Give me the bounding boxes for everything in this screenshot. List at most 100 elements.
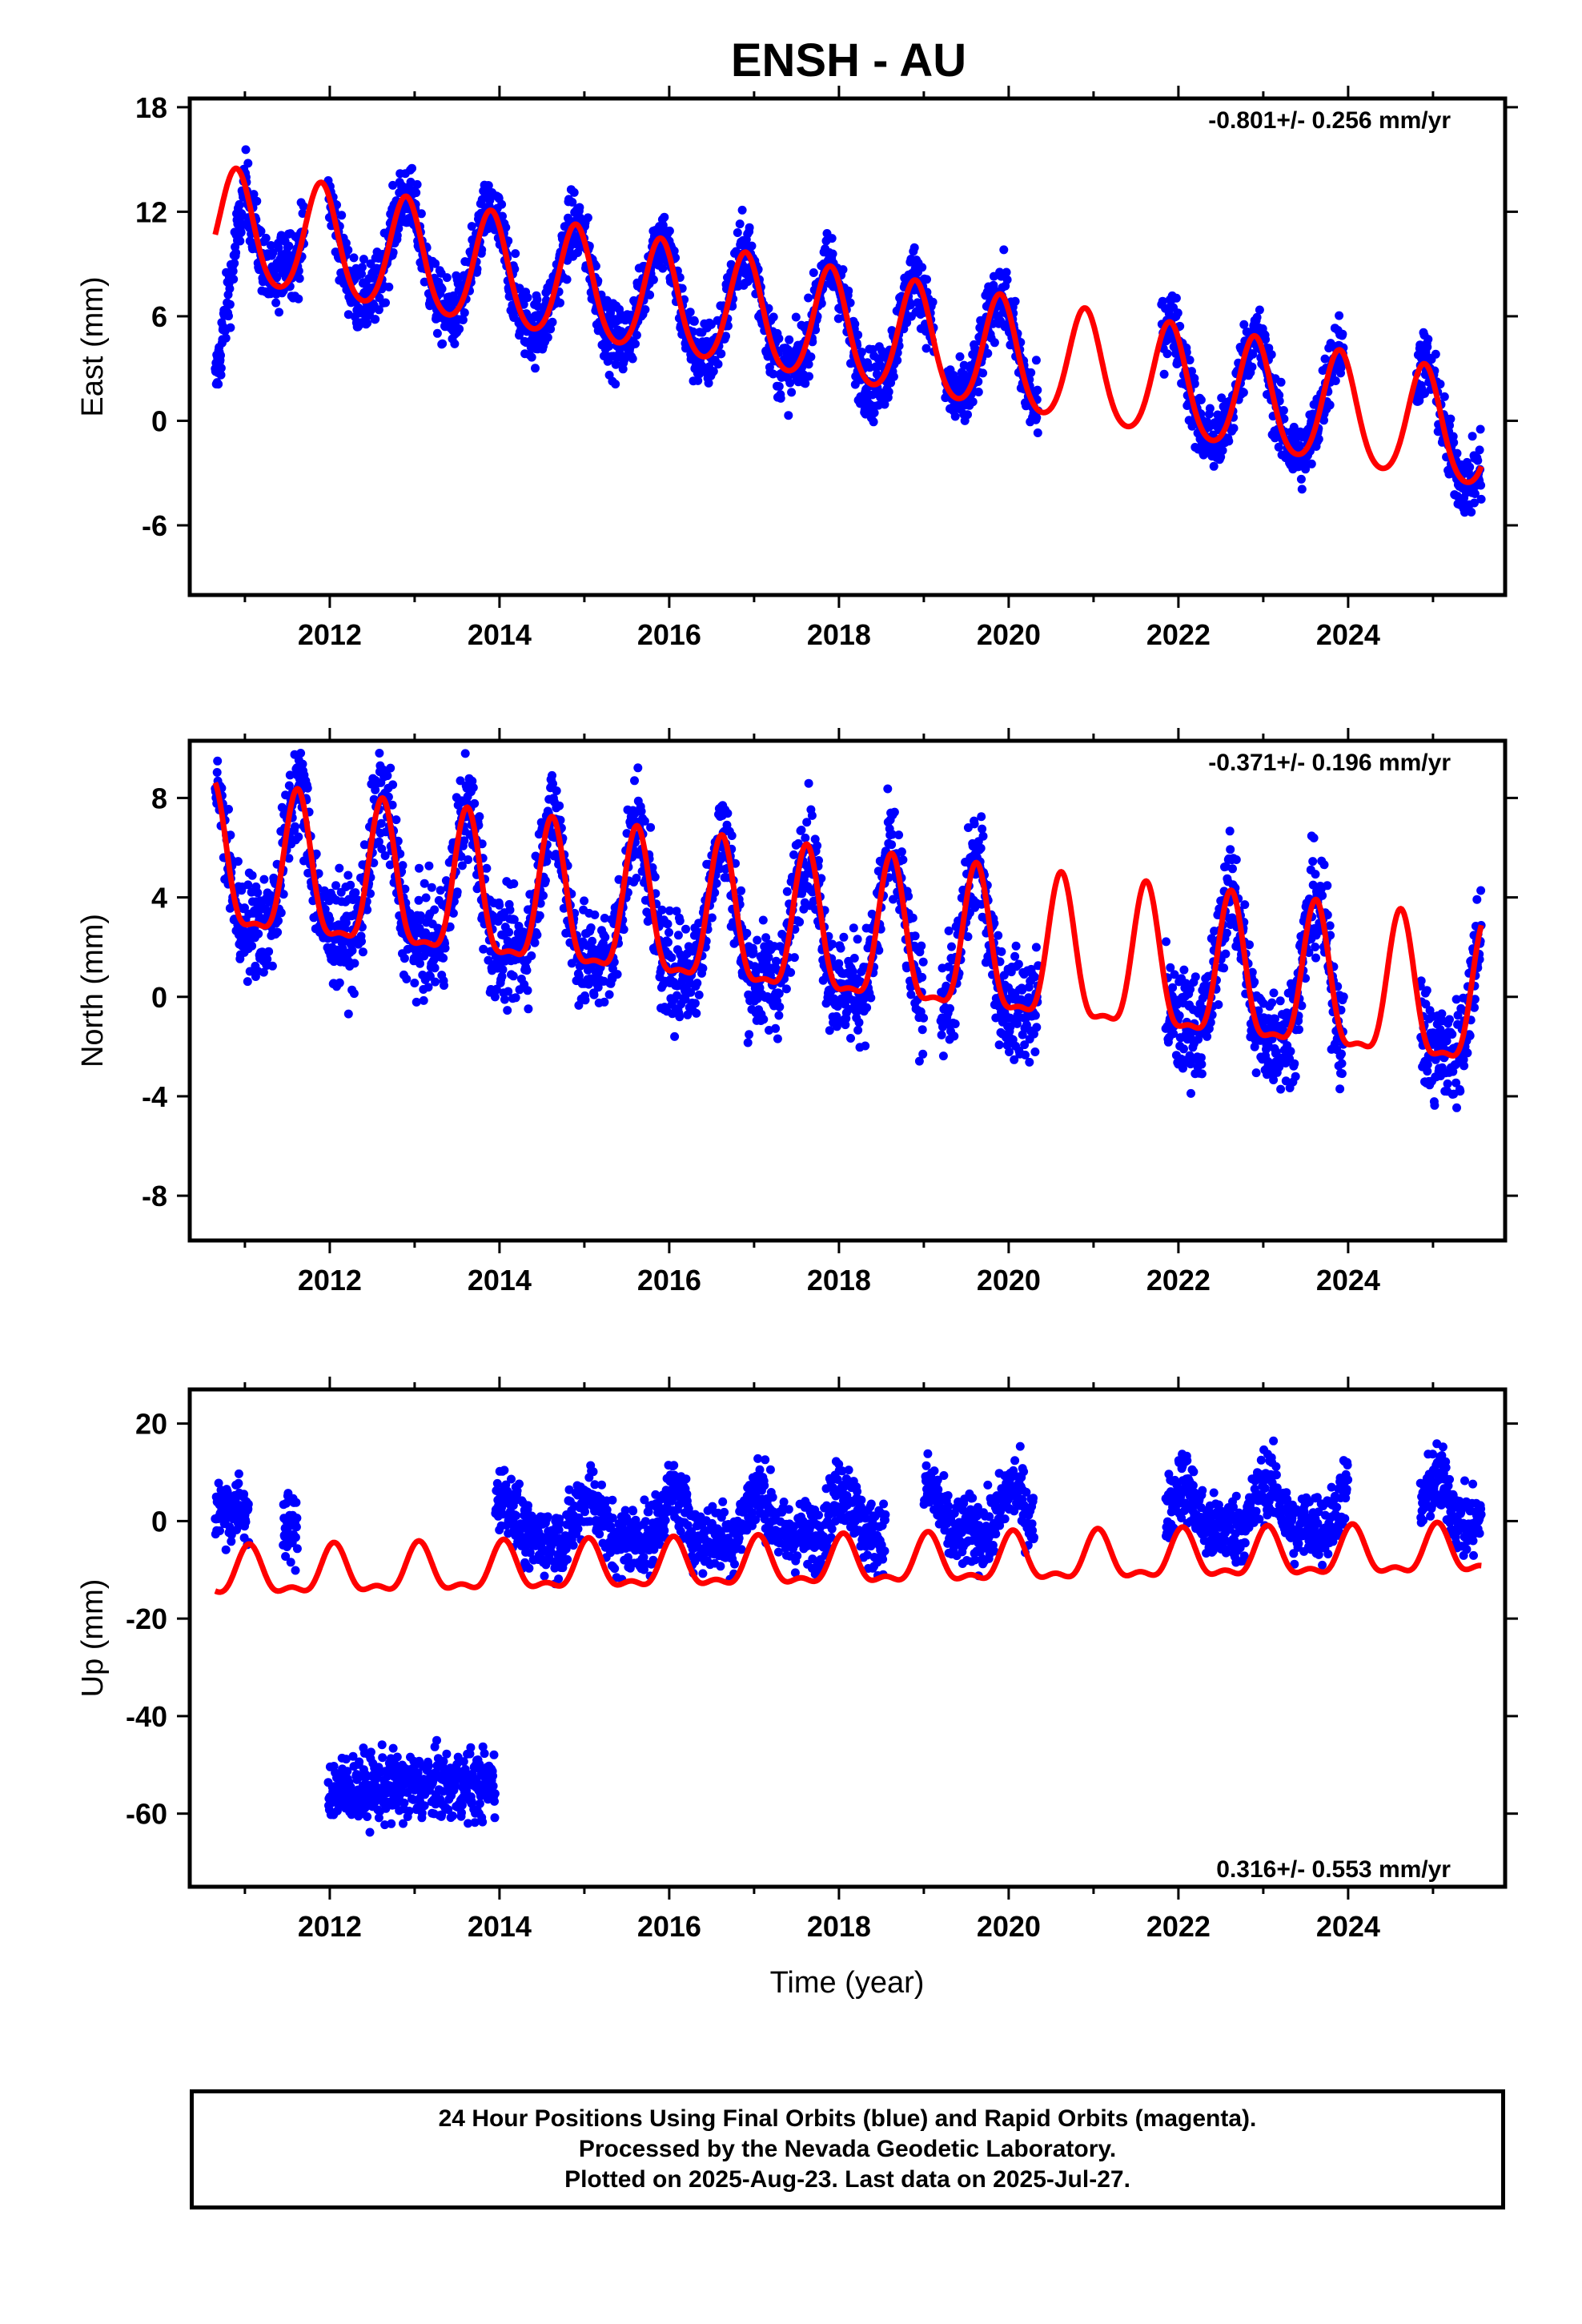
east-data-point — [1296, 474, 1306, 484]
east-data-point — [1252, 312, 1262, 322]
east-data-point — [1173, 308, 1182, 318]
north-data-point — [504, 927, 514, 937]
north-data-point — [311, 849, 321, 858]
north-data-point — [590, 910, 600, 919]
north-data-point — [727, 831, 737, 840]
north-data-point — [745, 1030, 754, 1039]
north-data-point — [1010, 951, 1020, 961]
north-data-point — [522, 966, 532, 975]
east-data-point — [620, 356, 629, 364]
north-data-point — [540, 876, 550, 886]
east-data-point — [1248, 349, 1258, 359]
east-data-point — [909, 243, 919, 252]
north-data-point — [977, 812, 986, 822]
east-data-point — [660, 212, 669, 222]
north-data-point — [673, 931, 683, 940]
north-data-point — [774, 1011, 784, 1020]
north-data-point — [259, 875, 269, 884]
east-data-point — [343, 245, 353, 255]
east-data-point — [1279, 414, 1289, 424]
north-data-point — [919, 1013, 929, 1023]
north-data-point — [415, 863, 424, 873]
north-data-point — [298, 759, 307, 769]
east-data-point — [804, 293, 813, 303]
east-data-point — [1159, 369, 1169, 379]
north-data-point — [908, 913, 917, 923]
north-data-point — [503, 1006, 512, 1015]
north-data-point — [764, 952, 773, 962]
north-data-point — [693, 979, 702, 988]
east-data-point — [983, 348, 993, 358]
east-data-point — [1297, 485, 1307, 494]
east-data-point — [467, 222, 476, 231]
north-data-point — [612, 970, 622, 979]
east-data-point — [611, 380, 620, 389]
north-data-point — [263, 955, 272, 964]
east-data-point — [275, 308, 283, 317]
east-data-point — [713, 360, 723, 369]
north-data-point — [212, 768, 222, 777]
north-data-point — [213, 756, 223, 766]
east-data-point — [853, 330, 863, 340]
north-data-point — [470, 798, 480, 808]
north-data-point — [285, 770, 295, 780]
east-data-point — [1185, 356, 1195, 365]
east-data-point — [261, 233, 271, 243]
north-data-point — [254, 929, 263, 939]
north-data-point — [950, 1031, 959, 1041]
east-data-point — [990, 338, 999, 348]
north-data-point — [887, 840, 897, 850]
east-data-point — [648, 275, 658, 284]
east-data-point — [497, 199, 507, 209]
north-data-point — [431, 977, 440, 987]
north-data-point — [898, 855, 908, 865]
north-data-point — [712, 879, 721, 888]
north-data-point — [350, 959, 359, 968]
north-data-point — [917, 1025, 927, 1035]
east-data-point — [271, 298, 281, 308]
north-data-point — [600, 997, 609, 1007]
north-data-point — [1031, 943, 1041, 952]
north-data-point — [430, 905, 440, 915]
north-data-point — [416, 959, 424, 968]
north-data-point — [937, 1030, 946, 1039]
east-data-point — [1032, 413, 1042, 422]
north-data-point — [897, 847, 906, 857]
east-data-point — [408, 163, 416, 173]
north-data-point — [400, 954, 409, 963]
north-data-point — [862, 1003, 872, 1012]
north-data-point — [508, 971, 518, 981]
north-data-point — [737, 886, 746, 895]
east-data-point — [889, 372, 898, 381]
north-data-point — [291, 822, 299, 831]
east-data-point — [575, 203, 584, 212]
north-data-point — [468, 783, 478, 792]
north-data-point — [296, 749, 306, 758]
east-data-point — [548, 317, 557, 327]
east-data-point — [531, 364, 540, 373]
east-data-point — [1209, 461, 1219, 471]
east-data-point — [363, 319, 372, 328]
north-data-point — [548, 770, 556, 780]
east-data-point — [784, 411, 793, 420]
north-data-point — [1030, 1011, 1040, 1020]
north-data-point — [646, 822, 656, 832]
north-data-point — [1186, 1088, 1195, 1098]
east-data-point — [477, 245, 487, 255]
east-data-point — [776, 393, 785, 403]
east-data-point — [1476, 480, 1486, 490]
east-data-point — [721, 332, 730, 341]
north-data-point — [866, 993, 876, 1003]
east-data-point — [804, 360, 813, 369]
east-data-point — [791, 312, 801, 322]
east-y-tick-label: 12 — [135, 195, 167, 228]
north-data-point — [247, 941, 257, 951]
east-data-point — [591, 261, 600, 271]
north-data-point — [589, 990, 599, 999]
east-data-point — [1314, 434, 1323, 444]
north-data-point — [240, 903, 249, 913]
east-data-point — [604, 342, 614, 351]
east-data-point — [628, 354, 637, 364]
east-data-point — [658, 263, 668, 273]
north-data-point — [527, 951, 536, 960]
